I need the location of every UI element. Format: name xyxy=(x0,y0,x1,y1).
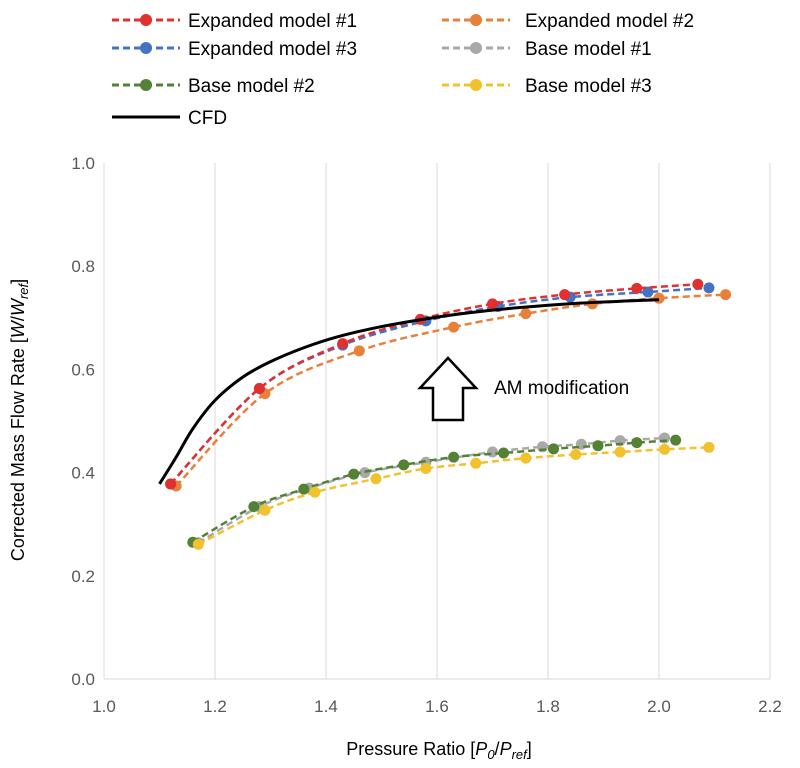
legend-item: Base model #2 xyxy=(112,76,315,97)
data-point xyxy=(548,443,560,455)
plot-area xyxy=(158,278,732,550)
legend-label: Expanded model #1 xyxy=(188,11,357,32)
data-point xyxy=(348,468,360,480)
data-point xyxy=(359,467,371,479)
legend-label: Base model #2 xyxy=(188,76,315,97)
legend-marker xyxy=(470,79,482,91)
y-tick-label: 0.2 xyxy=(71,567,95,586)
data-point xyxy=(448,451,460,463)
cfd-line xyxy=(158,298,660,485)
data-point xyxy=(570,449,582,461)
y-tick-label: 0.0 xyxy=(71,670,95,689)
legend-marker xyxy=(140,14,152,26)
data-point xyxy=(720,289,732,301)
data-point xyxy=(298,483,310,495)
data-point xyxy=(703,441,715,453)
data-point xyxy=(653,292,665,304)
data-point xyxy=(253,382,265,394)
data-point xyxy=(692,278,704,290)
data-point xyxy=(670,434,682,446)
legend-label: Expanded model #3 xyxy=(188,39,357,60)
legend-item: Expanded model #1 xyxy=(112,11,357,32)
x-tick-label: 1.4 xyxy=(314,697,338,716)
series-expanded-model-1 xyxy=(165,278,704,490)
series-line xyxy=(192,438,676,544)
data-point xyxy=(487,298,498,310)
data-point xyxy=(659,443,671,455)
data-point xyxy=(353,345,365,357)
x-tick-label: 1.2 xyxy=(203,697,227,716)
annotation-text: AM modification xyxy=(494,378,629,399)
data-point xyxy=(703,282,715,294)
y-axis-title: Corrected Mass Flow Rate [W/Wref] xyxy=(8,279,31,561)
series-base-model-2 xyxy=(187,434,682,548)
data-point xyxy=(309,486,321,498)
x-tick-label: 1.6 xyxy=(425,697,449,716)
data-point xyxy=(448,321,460,333)
data-point xyxy=(192,538,204,550)
legend-marker xyxy=(140,79,152,91)
data-point xyxy=(487,446,498,458)
annotation: AM modification xyxy=(417,356,629,422)
legend: Expanded model #1 Expanded model #2 Expand… xyxy=(112,11,694,129)
legend-marker xyxy=(140,42,152,54)
up-arrow-icon xyxy=(417,356,479,422)
series-base-model-3 xyxy=(192,441,715,550)
data-point xyxy=(592,440,604,452)
y-tick-label: 1.0 xyxy=(71,154,95,173)
legend-label: CFD xyxy=(188,108,227,129)
legend-label: Expanded model #2 xyxy=(525,11,694,32)
legend-marker xyxy=(470,42,482,54)
x-tick-label: 2.2 xyxy=(758,697,782,716)
data-point xyxy=(420,462,432,474)
data-point xyxy=(520,308,532,320)
legend-label: Base model #1 xyxy=(525,39,652,60)
series-cfd xyxy=(158,298,660,485)
legend-item: Expanded model #2 xyxy=(442,11,694,32)
series-line xyxy=(197,436,665,544)
x-axis-title: Pressure Ratio [P0/Pref] xyxy=(346,739,532,762)
data-point xyxy=(614,446,626,458)
data-point xyxy=(631,282,643,294)
data-point xyxy=(520,452,532,464)
data-point xyxy=(642,286,654,298)
legend-item: CFD xyxy=(112,108,227,129)
x-tick-label: 1.8 xyxy=(536,697,560,716)
y-tick-label: 0.4 xyxy=(71,464,95,483)
legend-item: Expanded model #3 xyxy=(112,39,357,60)
data-point xyxy=(631,437,643,449)
legend-item: Base model #1 xyxy=(442,39,652,60)
legend-marker xyxy=(470,14,482,26)
data-point xyxy=(337,338,349,350)
y-tick-label: 0.8 xyxy=(71,257,95,276)
data-point xyxy=(248,501,260,513)
series-line xyxy=(169,283,698,485)
tick-labels: 1.0 1.2 1.4 1.6 1.8 2.0 2.2 0.0 0.2 0.4 0.6 0.8 1.0 xyxy=(71,154,781,716)
legend-item: Base model #3 xyxy=(442,76,652,97)
x-tick-label: 1.0 xyxy=(92,697,116,716)
y-tick-label: 0.6 xyxy=(71,360,95,379)
data-point xyxy=(559,289,571,301)
data-point xyxy=(498,447,510,459)
data-point xyxy=(165,478,177,490)
grid xyxy=(103,163,771,680)
data-point xyxy=(370,473,382,485)
data-point xyxy=(259,504,271,516)
legend-label: Base model #3 xyxy=(525,76,652,97)
data-point xyxy=(470,457,482,469)
data-point xyxy=(398,459,410,471)
x-tick-label: 2.0 xyxy=(647,697,671,716)
